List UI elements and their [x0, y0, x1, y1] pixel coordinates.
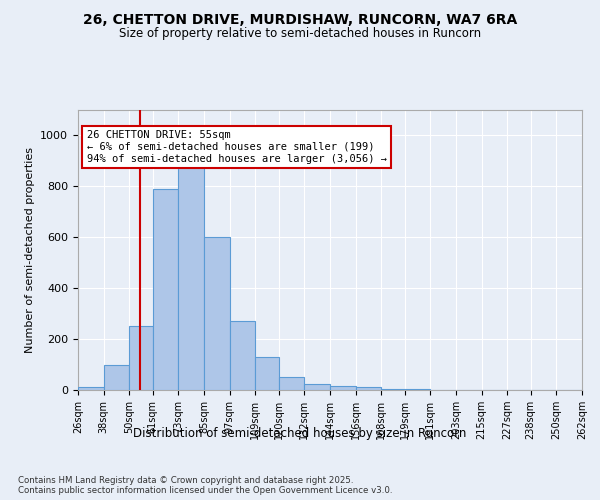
Text: 26, CHETTON DRIVE, MURDISHAW, RUNCORN, WA7 6RA: 26, CHETTON DRIVE, MURDISHAW, RUNCORN, W…	[83, 12, 517, 26]
Text: 26 CHETTON DRIVE: 55sqm
← 6% of semi-detached houses are smaller (199)
94% of se: 26 CHETTON DRIVE: 55sqm ← 6% of semi-det…	[86, 130, 386, 164]
Bar	[104, 364, 129, 390]
Bar	[178, 154, 204, 390]
Bar	[330, 386, 356, 390]
Bar	[230, 322, 255, 390]
Bar	[153, 189, 178, 390]
Text: Contains HM Land Registry data © Crown copyright and database right 2025.
Contai: Contains HM Land Registry data © Crown c…	[18, 476, 392, 495]
Bar	[279, 378, 304, 390]
Bar	[356, 388, 381, 390]
Text: Size of property relative to semi-detached houses in Runcorn: Size of property relative to semi-detach…	[119, 28, 481, 40]
Y-axis label: Number of semi-detached properties: Number of semi-detached properties	[25, 147, 35, 353]
Bar	[255, 357, 279, 390]
Bar	[204, 238, 230, 390]
Bar	[78, 388, 104, 390]
Text: Distribution of semi-detached houses by size in Runcorn: Distribution of semi-detached houses by …	[133, 428, 467, 440]
Bar	[381, 388, 405, 390]
Bar	[304, 384, 330, 390]
Bar	[129, 326, 153, 390]
